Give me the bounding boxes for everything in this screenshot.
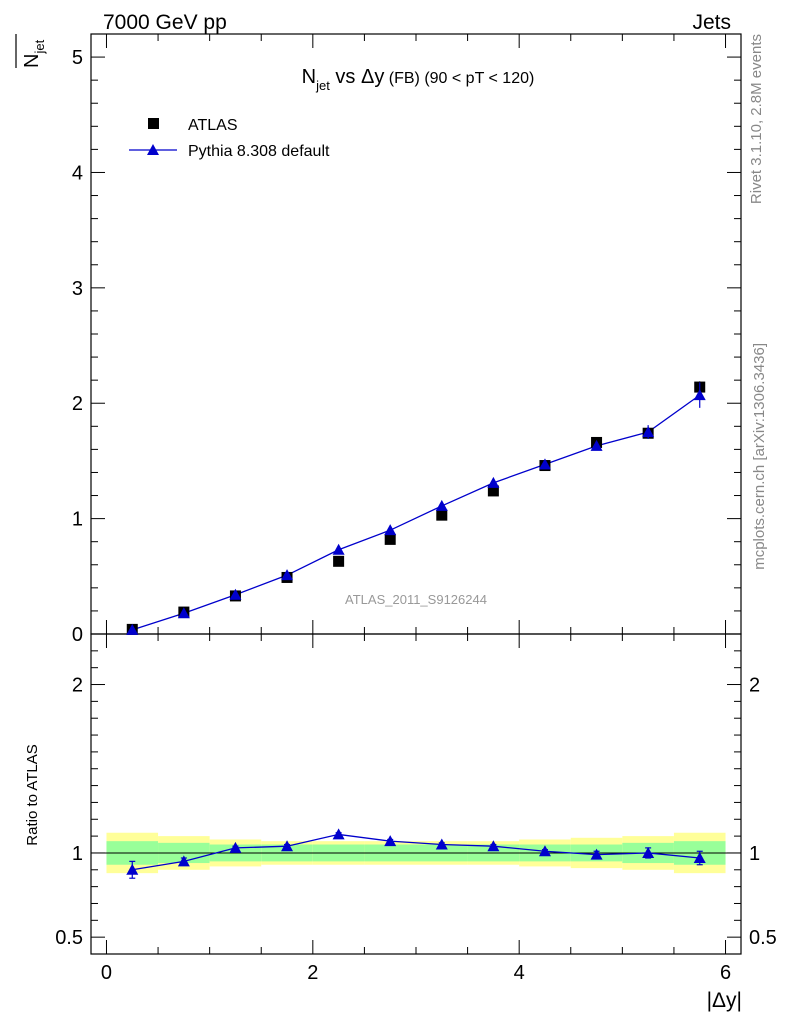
pythia-point	[693, 389, 706, 401]
pythia-point	[177, 607, 190, 619]
ratio-y-tick-label: 1	[72, 843, 83, 865]
mcplots-info: mcplots.cern.ch [arXiv:1306.3436]	[751, 343, 768, 570]
y-tick-label: 3	[72, 278, 83, 300]
x-tick-label: 0	[101, 962, 112, 984]
analysis-watermark: ATLAS_2011_S9126244	[345, 592, 487, 607]
ratio-point	[177, 855, 190, 867]
x-tick-label: 6	[720, 962, 731, 984]
pythia-line	[132, 394, 701, 631]
x-tick-label: 4	[514, 962, 525, 984]
y-tick-label: 0	[72, 624, 83, 646]
ratio-point	[126, 863, 139, 875]
pythia-point	[332, 543, 345, 555]
ratio-point	[435, 838, 448, 850]
pythia-point	[126, 623, 139, 635]
ratio-point	[590, 848, 603, 860]
header-left: 7000 GeV pp	[103, 11, 227, 34]
y-tick-label: 5	[72, 47, 83, 69]
ratio-y-tick-label: 0.5	[55, 927, 83, 949]
ratio-point	[281, 840, 294, 852]
ratio-y-tick-label-right: 1	[749, 843, 760, 865]
ratio-point	[384, 835, 397, 847]
ratio-line	[132, 833, 700, 871]
atlas-point	[436, 509, 448, 521]
ratio-point	[487, 840, 500, 852]
ratio-point	[229, 841, 242, 853]
atlas-point	[487, 485, 499, 497]
rivet-info: Rivet 3.1.10, 2.8M events	[748, 34, 765, 204]
pythia-point	[281, 569, 294, 581]
ratio-y-tick-label-right: 0.5	[749, 927, 777, 949]
legend-atlas-label: ATLAS	[188, 117, 238, 134]
ratio-y-tick-label-right: 2	[749, 675, 760, 697]
ratio-axis-label: Ratio to ATLAS	[24, 744, 41, 845]
svg-text:Njet: Njet	[21, 39, 47, 68]
atlas-point	[333, 555, 345, 567]
pythia-point	[642, 426, 655, 438]
ratio-axes: 0.5 0.5 1 1 2 2	[55, 633, 777, 955]
ratio-frame	[90, 633, 742, 955]
y-tick-label: 4	[72, 162, 83, 184]
y-tick-label: 1	[72, 509, 83, 531]
ratio-series	[126, 828, 706, 879]
ratio-y-tick-label: 2	[72, 675, 83, 697]
pythia-point	[229, 588, 242, 600]
ratio-point	[332, 828, 345, 840]
pythia-point	[487, 476, 500, 488]
x-axis-label: |Δy|	[707, 989, 742, 1012]
y-axis-label: Njet	[21, 39, 47, 68]
pythia-point	[590, 439, 603, 451]
atlas-point	[384, 533, 396, 545]
x-tick-label: 2	[307, 962, 318, 984]
pythia-point	[435, 499, 448, 511]
ratio-point	[538, 845, 551, 857]
plot-title: Njet vs Δy (FB) (90 < pT < 120)	[302, 66, 535, 93]
legend-pythia-marker	[147, 144, 159, 155]
y-tick-label: 2	[72, 393, 83, 415]
legend-atlas-marker	[148, 118, 159, 129]
header-right: Jets	[692, 11, 731, 34]
ratio-point	[693, 852, 706, 863]
ratio-point	[642, 846, 655, 858]
legend-pythia-label: Pythia 8.308 default	[188, 143, 330, 160]
pythia-point	[538, 458, 551, 470]
main-series	[126, 381, 706, 635]
pythia-point	[384, 524, 397, 536]
